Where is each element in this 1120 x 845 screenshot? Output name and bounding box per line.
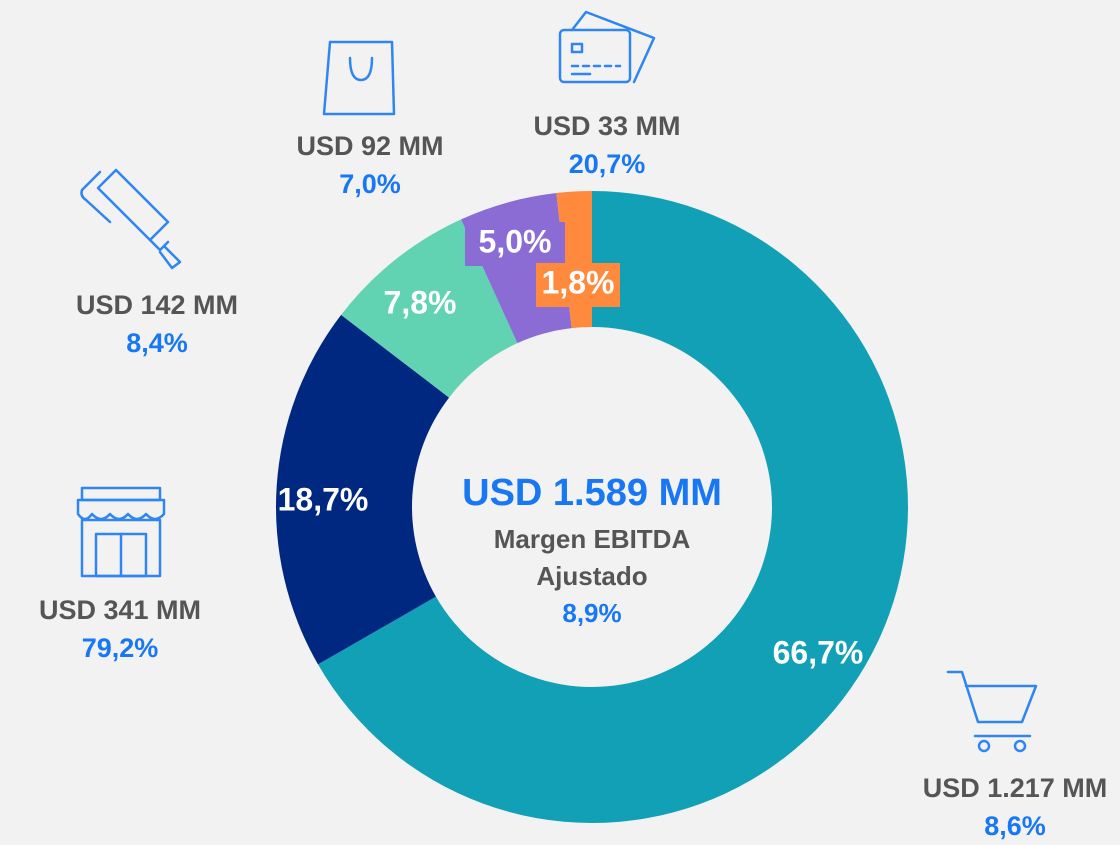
segment-amount: USD 341 MM xyxy=(39,595,201,625)
center-subtitle: Margen EBITDA xyxy=(494,524,691,554)
label-background xyxy=(536,263,620,307)
segment-margin: 8,4% xyxy=(126,328,188,358)
segment-label: 7,8% xyxy=(384,284,457,320)
center-title: USD 1.589 MM xyxy=(462,472,722,514)
segment-label: 5,0% xyxy=(479,223,552,259)
donut-segment xyxy=(318,191,909,823)
segment-margin: 79,2% xyxy=(82,633,159,663)
segment-amount: USD 33 MM xyxy=(533,111,680,141)
store-icon xyxy=(76,486,166,578)
center-value: 8,9% xyxy=(562,598,621,628)
card-icon xyxy=(558,10,656,84)
segment-label: 66,7% xyxy=(773,634,864,670)
segment-label: 18,7% xyxy=(278,481,369,517)
segment-label: 1,8% xyxy=(542,264,615,300)
segment-amount: USD 142 MM xyxy=(76,290,238,320)
roller-icon xyxy=(80,168,182,270)
donut-segment xyxy=(276,314,450,665)
bag-icon xyxy=(322,40,396,116)
center-subtitle: Ajustado xyxy=(536,561,647,591)
segment-margin: 7,0% xyxy=(339,169,401,199)
segment-margin: 8,6% xyxy=(984,811,1046,841)
cart-icon xyxy=(946,670,1038,753)
label-background xyxy=(465,222,565,266)
segment-margin: 20,7% xyxy=(569,149,646,179)
segment-amount: USD 1.217 MM xyxy=(923,773,1108,803)
segment-amount: USD 92 MM xyxy=(296,131,443,161)
